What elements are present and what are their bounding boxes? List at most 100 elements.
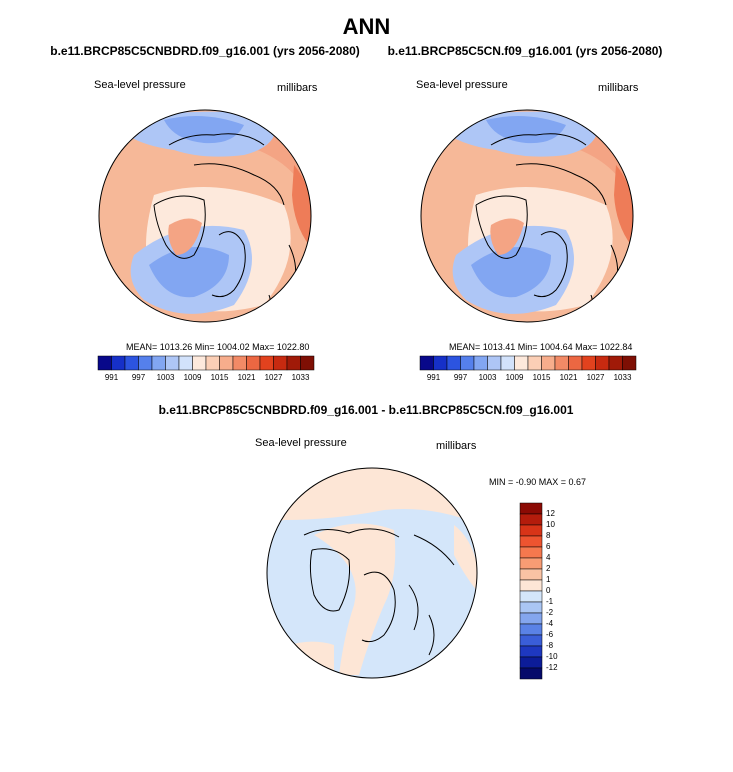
panel-1-variable-label: Sea-level pressure [94, 79, 186, 91]
panel-2-colorbar-box-13 [595, 355, 610, 371]
panel-3-colorbar-box-9 [519, 601, 543, 614]
panel-2-colorbar-box-3 [460, 355, 475, 371]
panel-1-colorbar-box-8 [205, 355, 220, 371]
panel-3-colorbar-tick-label: 8 [546, 531, 551, 540]
panel-3-colorbar-tick-label: -10 [546, 652, 558, 661]
panel-2-colorbar [419, 355, 637, 371]
panel-3-colorbar-box-14 [519, 656, 543, 669]
panel-3-colorbar-box-1 [519, 513, 543, 526]
panel-1-colorbar [97, 355, 315, 371]
panel-1-colorbar-tick-label: 1021 [237, 373, 256, 382]
panel-3-map [266, 467, 478, 679]
panel-1-colorbar-box-14 [286, 355, 301, 371]
panel-2-coastline-europe [533, 231, 568, 298]
panel-2-map-border [420, 109, 634, 323]
panel-3-colorbar-tick-label: 4 [546, 553, 551, 562]
panel-1-field-pacific-high [292, 165, 311, 245]
panel-2-colorbar-box-2 [446, 355, 461, 371]
panel-1-colorbar-ticks: 991 997 1003 1009 1015 1021 1027 1033 [98, 373, 314, 385]
panel-1-colorbar-box-13 [273, 355, 288, 371]
panel-1-colorbar-box-3 [138, 355, 153, 371]
panel-1-colorbar-box-9 [219, 355, 234, 371]
panel-2-colorbar-tick-label: 1003 [478, 373, 497, 382]
panel-2-field-pacific-high [614, 165, 633, 245]
panel-3-colorbar-tick-label: 12 [546, 509, 555, 518]
panel-2-colorbar-box-14 [608, 355, 623, 371]
panel-3-coastline-north [303, 528, 455, 566]
panel-3-colorbar-box-2 [519, 524, 543, 537]
panel-1-map [98, 109, 312, 323]
panel-2-map [420, 109, 634, 323]
panel-3-colorbar-box-3 [519, 535, 543, 548]
panel-2-colorbar-box-5 [487, 355, 502, 371]
panel-3-colorbar-tick-label: -6 [546, 630, 554, 639]
panel-3-field-positive-east [454, 525, 477, 595]
panel-3-colorbar-box-7 [519, 579, 543, 592]
panel-2-colorbar-box-0 [419, 355, 434, 371]
panel-2-colorbar-box-8 [527, 355, 542, 371]
panel-2-coastline-north [490, 133, 607, 206]
panel-2-colorbar-tick-label: 1027 [586, 373, 605, 382]
panel-3-colorbar-box-12 [519, 634, 543, 647]
panel-3-units-label: millibars [436, 440, 477, 452]
panel-1-map-border [98, 109, 312, 323]
panel-2-units-label: millibars [598, 82, 639, 94]
panel-2-colorbar-box-7 [514, 355, 529, 371]
panel-3-colorbar-tick-label: 2 [546, 564, 551, 573]
panel-1-title: b.e11.BRCP85C5CNBDRD.f09_g16.001 (yrs 20… [50, 44, 360, 58]
panel-2-colorbar-tick-label: 991 [426, 373, 441, 382]
panel-1-colorbar-box-1 [111, 355, 126, 371]
panel-3-variable-label: Sea-level pressure [255, 437, 347, 449]
panel-2-colorbar-box-11 [568, 355, 583, 371]
panel-2-field-greenland-high [490, 218, 524, 255]
panel-1-colorbar-tick-label: 1003 [156, 373, 175, 382]
panel-2-coastline-greenland [475, 195, 528, 259]
panel-2-field-aleutian-low-core [486, 116, 566, 144]
panel-3-colorbar-box-13 [519, 645, 543, 658]
panel-1-colorbar-box-7 [192, 355, 207, 371]
panel-1-colorbar-tick-label: 1033 [291, 373, 310, 382]
panel-3-colorbar-tick-label: -4 [546, 619, 554, 628]
panel-3-field-positive-band [314, 523, 396, 675]
panel-3-coastline-europe [361, 571, 396, 643]
panel-3-field-positive-south [267, 641, 334, 678]
panel-3-colorbar-ticks: 12 10 8 6 4 2 1 0 -1 -2 -4 -6 -8 -10 -12 [546, 503, 586, 679]
panel-3-coastline-greenland [309, 548, 350, 612]
panel-2-colorbar-ticks: 991 997 1003 1009 1015 1021 1027 1033 [420, 373, 636, 385]
panel-3-colorbar-box-11 [519, 623, 543, 636]
panel-3-colorbar-tick-label: -12 [546, 663, 558, 672]
panel-1-colorbar-box-2 [124, 355, 139, 371]
panel-1-colorbar-tick-label: 997 [131, 373, 146, 382]
panel-1-coastline-north [168, 133, 285, 206]
panel-1-colorbar-box-10 [232, 355, 247, 371]
panel-1-colorbar-box-4 [151, 355, 166, 371]
panel-1-colorbar-tick-label: 1015 [210, 373, 229, 382]
panel-3-colorbar-box-6 [519, 568, 543, 581]
panel-1-coastline-greenland [153, 195, 206, 259]
panel-3-colorbar-box-8 [519, 590, 543, 603]
panel-3-colorbar-tick-label: 10 [546, 520, 555, 529]
panel-3-stats: MIN = -0.90 MAX = 0.67 [489, 477, 587, 487]
panel-3-colorbar-tick-label: 6 [546, 542, 551, 551]
panel-1-field-greenland-high [168, 218, 202, 255]
panel-3-colorbar-box-5 [519, 557, 543, 570]
panel-3-map-border [266, 467, 478, 679]
panel-3-colorbar-tick-label: 1 [546, 575, 551, 584]
panel-1-stats: MEAN= 1013.26 Min= 1004.02 Max= 1022.80 [126, 342, 310, 352]
panel-2-colorbar-box-4 [473, 355, 488, 371]
panel-2-colorbar-box-15 [622, 355, 637, 371]
panel-1-colorbar-tick-label: 1009 [183, 373, 202, 382]
panel-1-colorbar-box-15 [300, 355, 315, 371]
panel-2-stats: MEAN= 1013.41 Min= 1004.64 Max= 1022.84 [449, 342, 633, 352]
panel-2-colorbar-box-1 [433, 355, 448, 371]
panel-3-title: b.e11.BRCP85C5CNBDRD.f09_g16.001 - b.e11… [158, 403, 574, 417]
panel-2-colorbar-tick-label: 1015 [532, 373, 551, 382]
panel-1-colorbar-box-11 [246, 355, 261, 371]
panel-1-colorbar-box-0 [97, 355, 112, 371]
panel-2-variable-label: Sea-level pressure [416, 79, 508, 91]
panel-3-coastline-east [408, 584, 435, 656]
panel-1-colorbar-box-6 [178, 355, 193, 371]
panel-3-colorbar-tick-label: -8 [546, 641, 554, 650]
panel-3-colorbar-tick-label: 0 [546, 586, 551, 595]
panel-2-field-icelandic-low-core [471, 247, 551, 298]
